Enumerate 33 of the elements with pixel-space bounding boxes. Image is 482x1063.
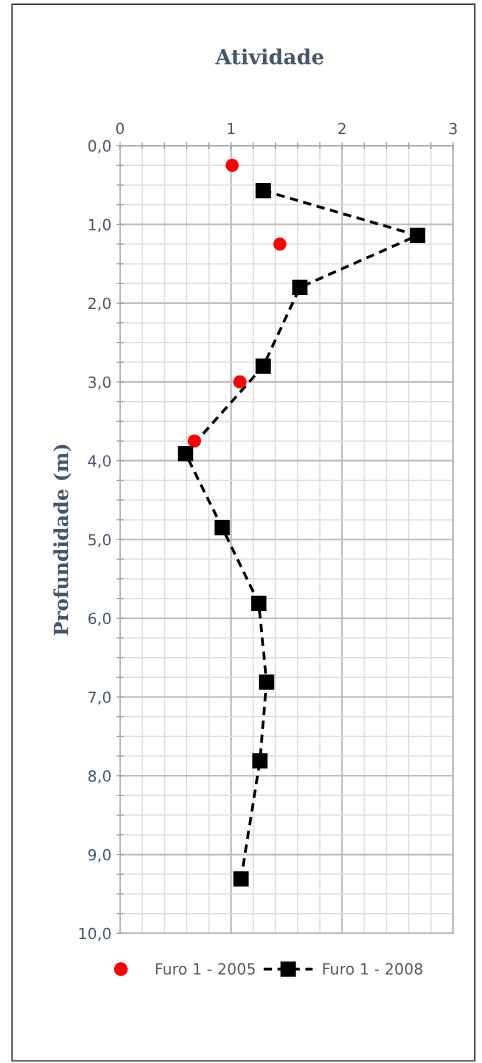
legend-label: Furo 1 - 2005 xyxy=(155,963,255,975)
point xyxy=(251,595,267,611)
y-tick-label: 3,0 xyxy=(88,376,111,390)
point xyxy=(233,375,247,389)
y-tick-label: 5,0 xyxy=(88,533,111,548)
point xyxy=(225,158,239,172)
y-tick-label: 10,0 xyxy=(79,927,111,941)
chart-title: Atividade xyxy=(215,48,324,65)
y-axis-title: Profundidade (m) xyxy=(53,444,72,636)
point xyxy=(255,358,271,374)
x-tick-label: 3 xyxy=(449,122,457,135)
point xyxy=(214,520,230,536)
point xyxy=(177,445,194,462)
point xyxy=(273,237,287,251)
y-tick-label: 8,0 xyxy=(88,770,111,784)
point xyxy=(258,674,275,690)
point xyxy=(409,227,426,244)
x-tick-label: 2 xyxy=(338,122,346,135)
y-tick-label: 4,0 xyxy=(88,455,111,469)
y-tick-label: 2,0 xyxy=(88,297,111,311)
point xyxy=(233,871,249,887)
y-tick-label: 6,0 xyxy=(88,612,111,626)
point xyxy=(255,182,271,199)
point xyxy=(252,753,268,769)
y-tick-label: 7,0 xyxy=(88,691,111,705)
x-tick-label: 1 xyxy=(227,122,235,135)
x-tick-label: 0 xyxy=(116,122,124,135)
y-tick-label: 0,0 xyxy=(88,140,111,154)
point xyxy=(292,279,308,296)
point xyxy=(187,434,201,448)
y-tick-label: 1,0 xyxy=(89,218,111,232)
legend-label: Furo 1 - 2008 xyxy=(323,963,423,975)
y-tick-label: 9,0 xyxy=(88,849,111,863)
